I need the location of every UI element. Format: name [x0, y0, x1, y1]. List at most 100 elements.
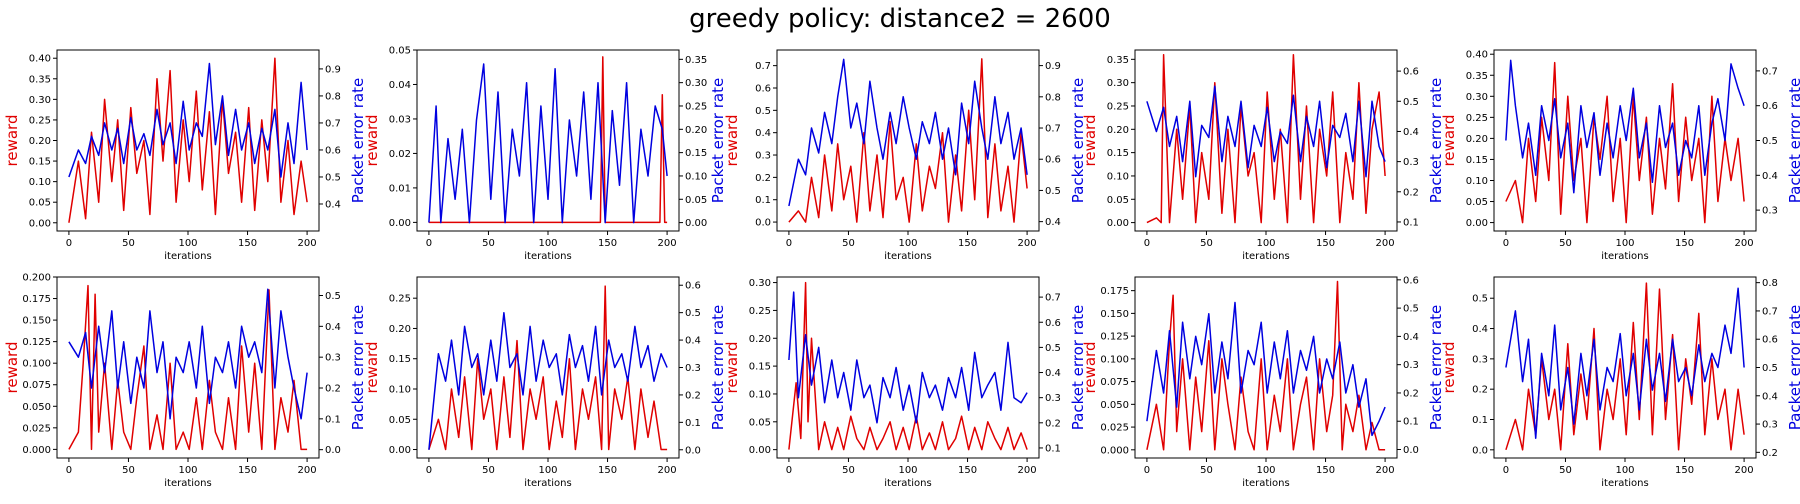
right-y-tick-label: 0.05 [685, 195, 707, 206]
right-y-tick-label: 0.35 [685, 55, 707, 66]
left-y-axis-label: reward [3, 342, 21, 394]
left-y-tick-label: 0.10 [749, 389, 771, 400]
right-y-tick-label: 0.4 [1045, 368, 1061, 379]
x-tick-label: 100 [898, 238, 917, 249]
subplot-9: 0 50 100 150 200 iterations 0.000 0.025 0.050 0.0… [1081, 275, 1445, 489]
x-tick-label: 100 [1615, 238, 1634, 249]
x-tick-label: 0 [1503, 465, 1509, 476]
x-axis-label: iterations [164, 478, 211, 489]
left-y-tick-label: 0.15 [749, 362, 771, 373]
right-y-tick-label: 0.1 [1403, 417, 1419, 428]
x-axis-label: iterations [1242, 251, 1289, 262]
right-y-tick-label: 0.4 [325, 199, 341, 210]
right-y-tick-label: 0.2 [1403, 388, 1419, 399]
left-y-tick-label: 0.25 [1107, 101, 1129, 112]
x-axis-label: iterations [524, 478, 571, 489]
left-y-tick-label: 0.100 [22, 359, 51, 370]
right-y-axis-label: Packet error rate [709, 305, 727, 430]
left-y-axis-label: reward [1081, 342, 1099, 394]
right-y-tick-label: 0.6 [1403, 275, 1419, 286]
x-tick-label: 200 [1018, 465, 1037, 476]
right-y-tick-label: 0.1 [1045, 443, 1061, 454]
left-y-tick-label: 0.7 [755, 61, 771, 72]
right-y-tick-label: 0.25 [685, 101, 707, 112]
left-y-tick-label: 0.05 [1466, 197, 1488, 208]
left-y-tick-label: 0.25 [389, 294, 411, 305]
left-y-tick-label: 0.10 [1107, 171, 1129, 182]
x-tick-label: 200 [1018, 238, 1037, 249]
right-y-axis-label: Packet error rate [1069, 305, 1087, 430]
left-y-tick-label: 0.30 [1466, 92, 1488, 103]
x-axis-label: iterations [884, 251, 931, 262]
left-y-tick-label: 0.6 [755, 83, 771, 94]
figure-title: greedy policy: distance2 = 2600 [689, 4, 1111, 34]
x-tick-label: 150 [1316, 465, 1335, 476]
left-y-tick-label: 0.00 [1107, 218, 1129, 229]
left-y-tick-label: 0.200 [22, 273, 51, 284]
right-y-tick-label: 0.7 [1045, 124, 1061, 135]
subplot-8: 0 50 100 150 200 iterations 0.00 0.05 0.10 0.15 0.… [723, 276, 1087, 489]
left-y-tick-label: 0.025 [22, 423, 51, 434]
right-y-tick-label: 0.4 [1403, 127, 1419, 138]
left-y-tick-label: 0.20 [749, 334, 771, 345]
left-y-tick-label: 0.150 [1100, 309, 1129, 320]
left-y-tick-label: 0.20 [1466, 134, 1488, 145]
left-y-axis-label: reward [723, 115, 741, 167]
packet-error-rate-line [1146, 85, 1386, 178]
axes-frame [1493, 276, 1757, 459]
right-y-tick-label: 0.6 [1045, 318, 1061, 329]
x-tick-label: 150 [598, 238, 617, 249]
x-tick-label: 100 [1256, 238, 1275, 249]
subplot-6: 0 50 100 150 200 iterations 0.000 0.025 0.050 0.0… [3, 273, 367, 490]
x-tick-label: 0 [1144, 238, 1150, 249]
left-y-tick-label: 0.15 [389, 354, 411, 365]
x-tick-label: 150 [238, 465, 257, 476]
right-y-tick-label: 0.5 [1762, 363, 1778, 374]
left-y-tick-label: 0.25 [749, 306, 771, 317]
left-y-tick-label: 0.30 [1107, 78, 1129, 89]
packet-error-rate-line [428, 63, 668, 224]
left-y-tick-label: 0.175 [22, 294, 51, 305]
x-tick-label: 100 [538, 465, 557, 476]
x-tick-label: 0 [426, 238, 432, 249]
reward-line [428, 285, 668, 451]
left-y-tick-label: 0.00 [389, 445, 411, 456]
left-y-axis-label: reward [723, 342, 741, 394]
x-tick-label: 0 [426, 465, 432, 476]
right-y-tick-label: 0.6 [1045, 155, 1061, 166]
left-y-axis-label: reward [1440, 342, 1458, 394]
right-y-axis-label: Packet error rate [349, 78, 367, 203]
right-y-tick-label: 0.7 [325, 118, 341, 129]
right-y-tick-label: 0.5 [1045, 343, 1061, 354]
right-y-axis-label: Packet error rate [349, 305, 367, 430]
right-y-tick-label: 0.0 [685, 445, 701, 456]
left-y-tick-label: 0.00 [29, 218, 51, 229]
subplot-2: 0 50 100 150 200 iterations 0.00 0.01 0.02 0.03 0.… [363, 46, 727, 263]
subplot-1: 0 50 100 150 200 iterations 0.00 0.05 0.10 0.15 0.… [3, 49, 367, 262]
left-y-tick-label: 0.1 [1472, 415, 1488, 426]
left-y-tick-label: 0.40 [29, 54, 51, 65]
left-y-tick-label: 0.10 [29, 177, 51, 188]
left-y-tick-label: 0.03 [389, 114, 411, 125]
right-y-tick-label: 0.1 [1403, 217, 1419, 228]
x-tick-label: 200 [1376, 465, 1395, 476]
left-y-tick-label: 0.00 [749, 445, 771, 456]
right-y-tick-label: 0.5 [1403, 97, 1419, 108]
x-tick-label: 0 [1144, 465, 1150, 476]
left-y-axis-label: reward [363, 115, 381, 167]
x-tick-label: 200 [1735, 465, 1754, 476]
x-tick-label: 50 [1559, 238, 1572, 249]
right-y-tick-label: 0.2 [1045, 418, 1061, 429]
left-y-tick-label: 0.0 [1472, 445, 1488, 456]
right-y-tick-label: 0.6 [685, 281, 701, 292]
x-tick-label: 150 [238, 238, 257, 249]
x-tick-label: 50 [1200, 238, 1213, 249]
left-y-tick-label: 0.125 [22, 337, 51, 348]
x-tick-label: 150 [1675, 465, 1694, 476]
right-y-tick-label: 0.4 [1045, 217, 1061, 228]
right-y-axis-label: Packet error rate [1427, 305, 1445, 430]
right-y-tick-label: 0.4 [325, 322, 341, 333]
left-y-tick-label: 0.050 [22, 402, 51, 413]
x-tick-label: 0 [66, 238, 72, 249]
